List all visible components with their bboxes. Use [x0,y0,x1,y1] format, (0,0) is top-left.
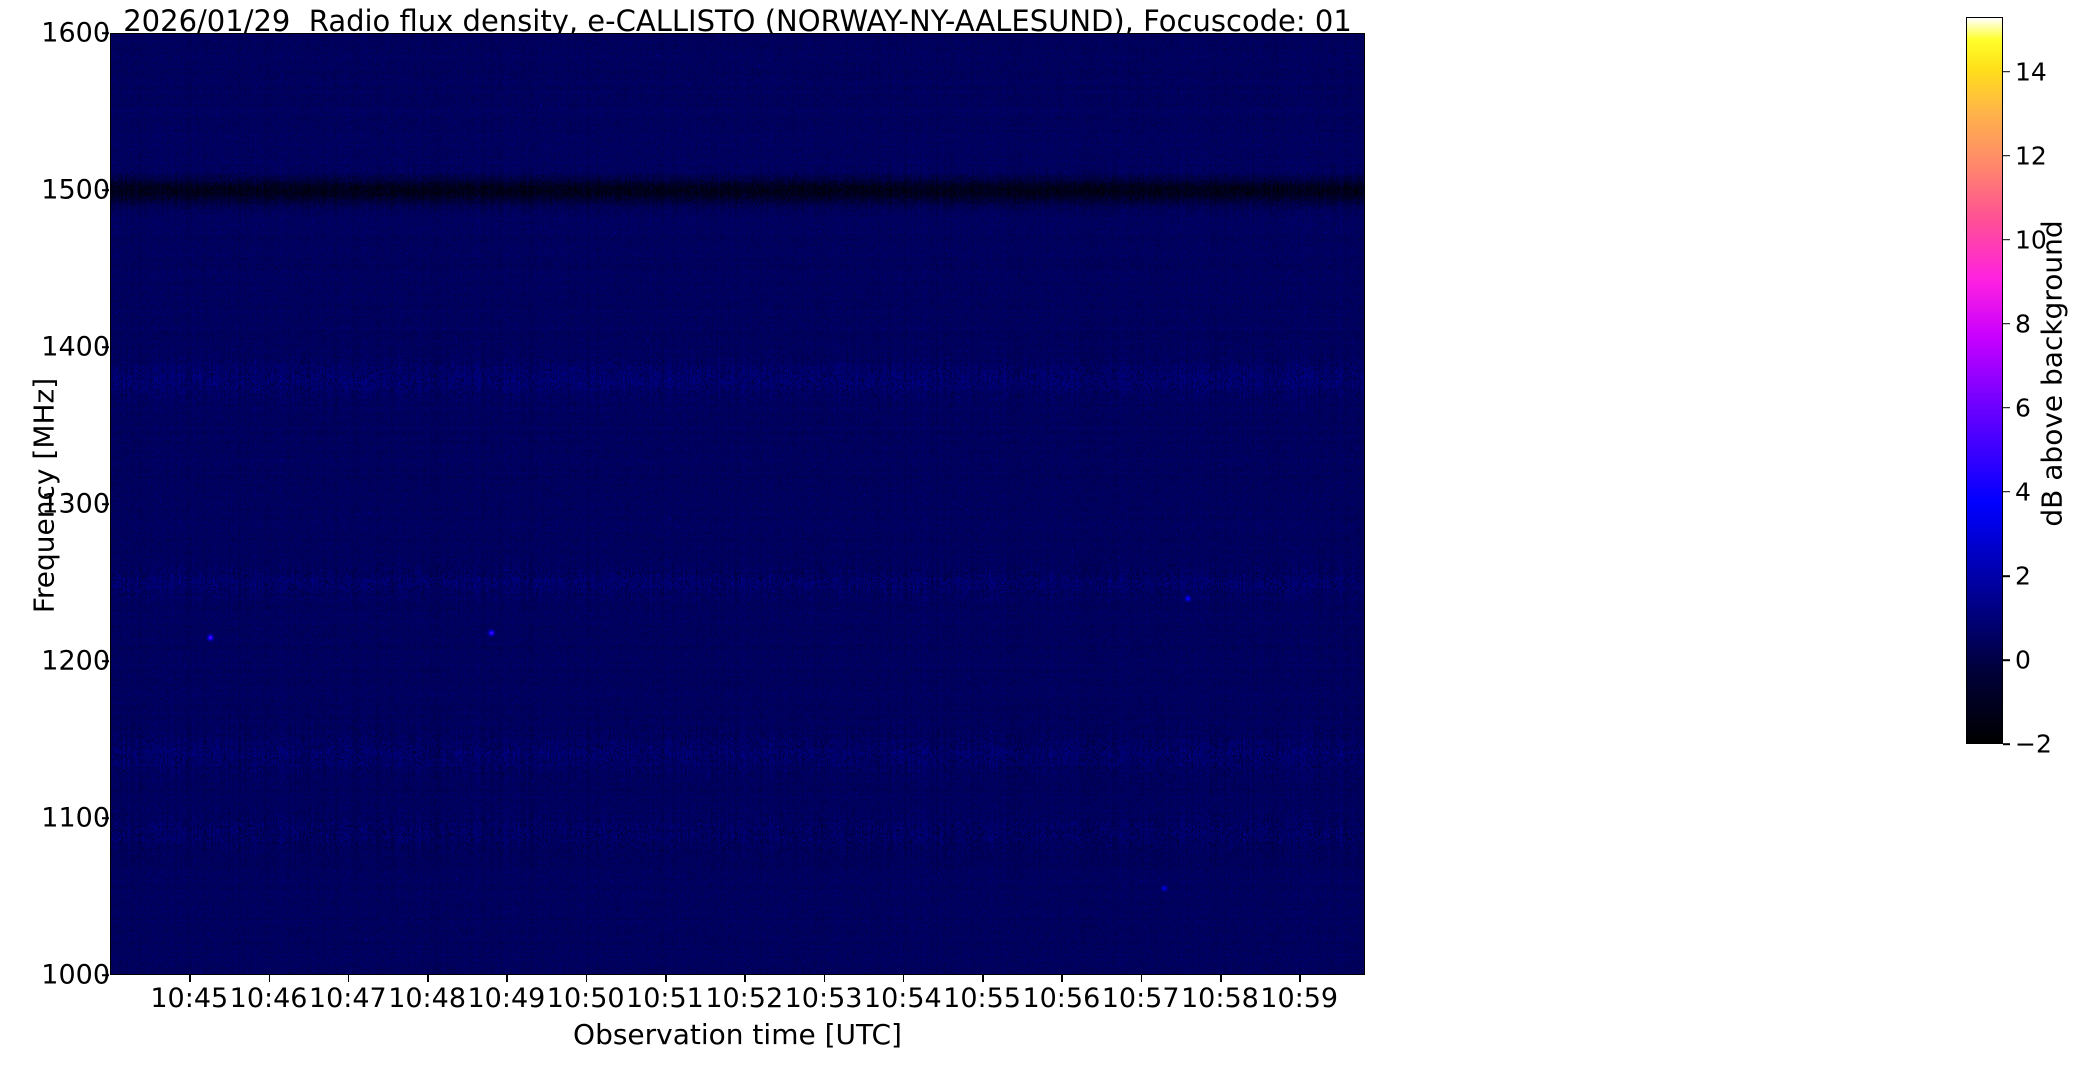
colorbar-gradient [1966,17,2003,744]
y-tick-mark [102,503,109,505]
y-tick-mark [102,974,109,976]
y-tick-mark [102,817,109,819]
x-tick-mark [585,975,588,982]
colorbar-tick-mark [2003,70,2010,73]
y-tick-label: 1200 [41,645,110,677]
spectrogram-image [111,34,1364,974]
colorbar-tick-label: 14 [2015,57,2047,87]
x-tick-mark [744,975,746,982]
colorbar-tick-mark [2003,743,2010,745]
x-tick-label: 10:53 [784,983,863,1014]
x-tick-label: 10:52 [705,983,784,1014]
colorbar-tick-label: 4 [2015,477,2031,507]
colorbar-tick-label: 6 [2015,393,2031,423]
colorbar-tick-label: −2 [2015,729,2052,759]
y-tick-label: 1400 [41,331,110,363]
y-tick-mark [102,32,109,34]
x-tick-label: 10:58 [1181,983,1259,1014]
colorbar-tick-mark [2003,322,2010,325]
colorbar-tick-mark [2003,491,2010,493]
colorbar-tick-label: 12 [2015,141,2047,171]
x-tick-mark [902,975,905,982]
y-tick-label: 1100 [41,802,110,834]
x-tick-label: 10:48 [388,983,467,1014]
x-tick-label: 10:49 [467,983,546,1014]
y-axis-label: Frequency [MHz] [27,377,61,614]
y-tick-mark [102,189,109,191]
y-tick-label: 1500 [41,174,110,206]
x-tick-label: 10:54 [863,983,942,1014]
x-tick-mark [268,975,271,982]
x-tick-label: 10:56 [1022,983,1101,1014]
x-tick-mark [189,975,191,982]
colorbar-tick-mark [2003,154,2010,157]
colorbar-tick-mark [2003,659,2010,661]
x-tick-mark [982,975,984,982]
x-tick-mark [427,975,429,982]
x-tick-label: 10:47 [308,983,387,1014]
colorbar-label-wrap: dB above background [2030,17,2070,744]
x-tick-label: 10:57 [1101,983,1180,1014]
x-tick-label: 10:59 [1260,983,1339,1014]
x-tick-label: 10:51 [626,983,704,1014]
x-tick-mark [1061,975,1063,982]
x-axis: 10:45 10:46 10:47 10:48 10:49 10:50 10:51 10:52… [110,975,1365,1025]
x-tick-label: 10:50 [546,983,625,1014]
colorbar-tick-mark [2003,238,2010,241]
x-tick-label: 10:46 [229,983,308,1014]
x-tick-mark [1140,975,1143,982]
x-tick-mark [1299,975,1301,982]
x-tick-mark [1219,975,1222,982]
colorbar-tick-label: 10 [2015,225,2047,255]
colorbar-tick-mark [2003,575,2010,577]
colorbar-tick-label: 2 [2015,561,2031,591]
spectrogram-plot-area [110,33,1365,975]
x-tick-label: 10:45 [150,983,229,1014]
y-tick-label: 1000 [41,959,110,991]
colorbar: −2 0 2 4 6 8 10 12 14 [1966,17,2052,757]
x-tick-mark [823,975,826,982]
page-title: 2026/01/29 Radio flux density, e-CALLIST… [123,4,1352,38]
colorbar-tick-mark [2003,407,2010,409]
x-tick-mark [506,975,508,982]
colorbar-label: dB above background [2035,220,2069,527]
x-tick-mark [664,975,667,982]
y-axis: 1600 1500 1400 1300 1200 1100 1000 [0,20,110,989]
colorbar-tick-label: 8 [2015,309,2031,339]
y-tick-mark [102,660,109,662]
y-tick-label: 1300 [41,488,110,520]
colorbar-tick-label: 0 [2015,645,2031,675]
y-axis-label-wrap: Frequency [MHz] [10,33,61,975]
colorbar-image [1967,18,2002,743]
x-axis-label: Observation time [UTC] [573,1018,902,1051]
y-tick-label: 1600 [41,17,110,49]
x-tick-label: 10:55 [943,983,1021,1014]
x-tick-mark [347,975,350,982]
y-tick-mark [102,346,109,348]
